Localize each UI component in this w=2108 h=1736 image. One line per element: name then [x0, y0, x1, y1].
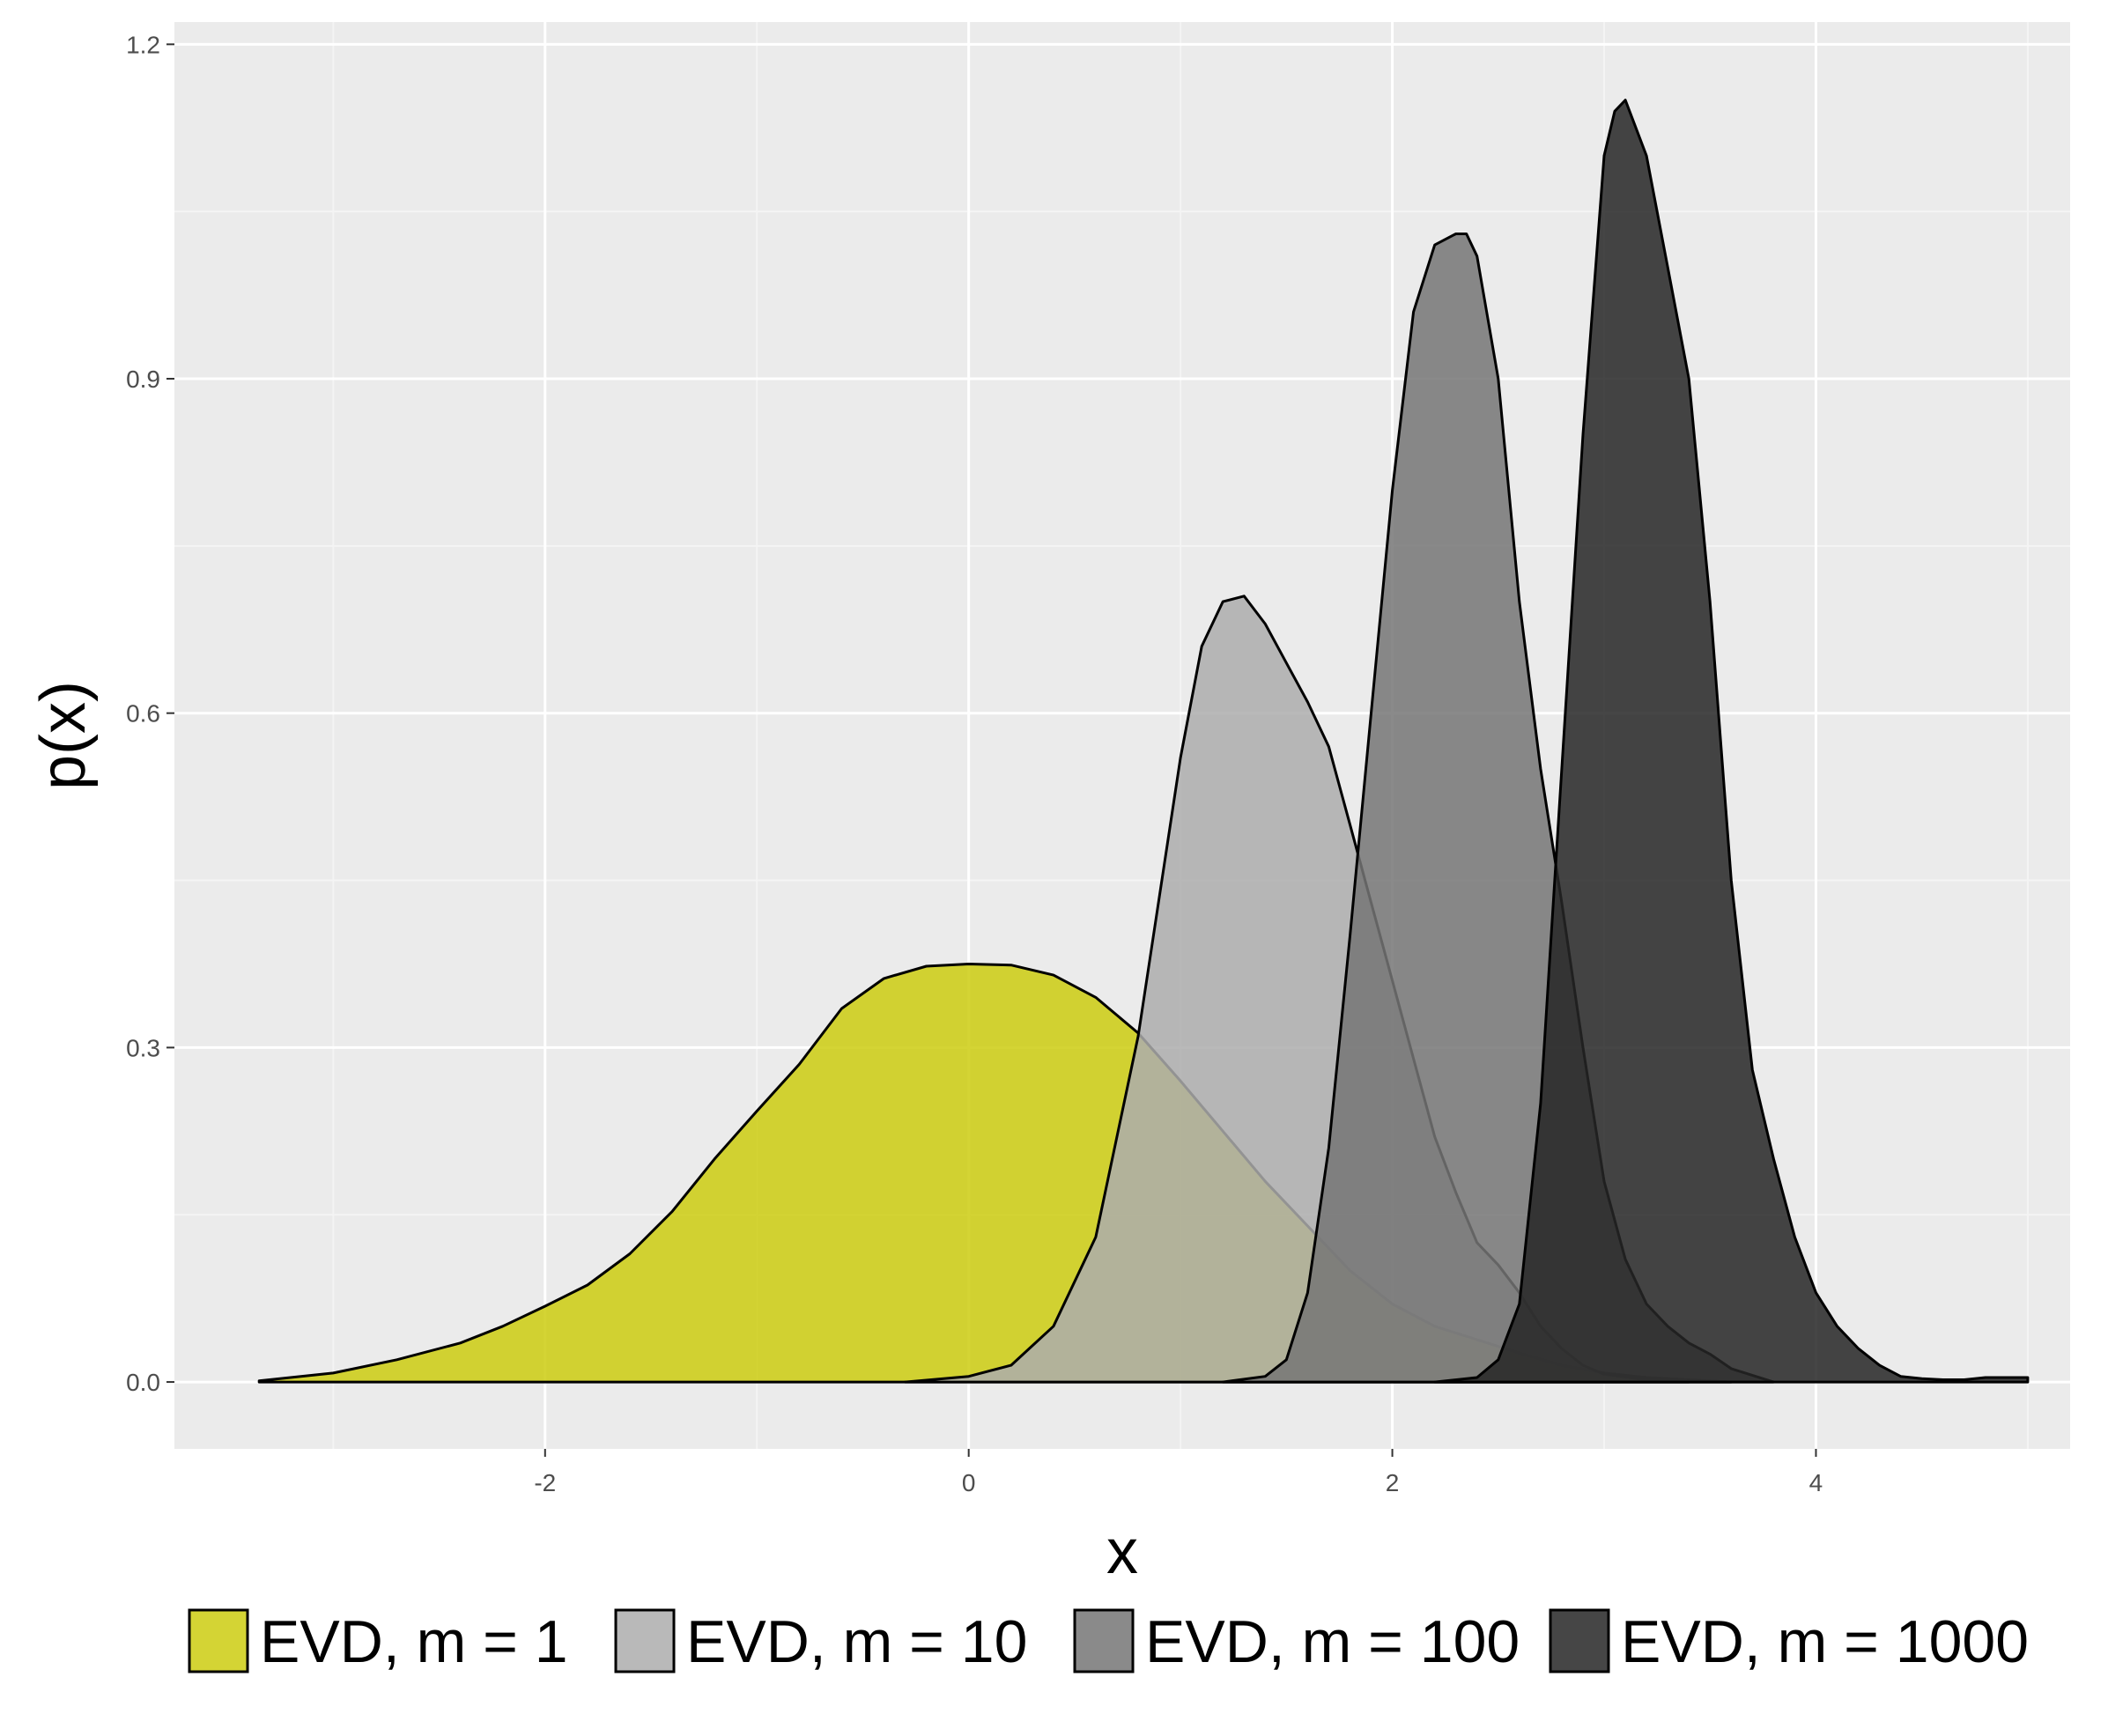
y-axis-title: p(x) — [28, 681, 99, 790]
density-area-series-4 — [1433, 99, 2030, 1384]
legend-label-series-2: EVD, m = 10 — [686, 1608, 1027, 1675]
legend-key-series-3 — [1073, 1608, 1135, 1673]
x-tick-label: 0 — [962, 1469, 976, 1496]
y-tick-label: 0.0 — [126, 1369, 160, 1396]
y-tick-label: 1.2 — [126, 31, 160, 58]
legend-label-series-1: EVD, m = 1 — [260, 1608, 568, 1675]
legend-key-series-4 — [1549, 1608, 1610, 1673]
x-axis: -2 0 2 4 — [534, 1449, 1823, 1496]
x-tick-label: -2 — [534, 1469, 556, 1496]
x-tick-label: 2 — [1386, 1469, 1400, 1496]
x-tick-label: 4 — [1809, 1469, 1823, 1496]
legend-key-series-2 — [614, 1608, 676, 1673]
y-tick-label: 0.3 — [126, 1034, 160, 1061]
legend-label-series-3: EVD, m = 100 — [1145, 1608, 1520, 1675]
density-areas — [257, 99, 2030, 1384]
y-tick-label: 0.6 — [126, 700, 160, 728]
legend-key-series-1 — [188, 1608, 249, 1673]
y-axis: 0.0 0.3 0.6 0.9 1.2 — [126, 31, 174, 1396]
legend: EVD, m = 1 EVD, m = 10 EVD, m = 100 EVD, m … — [188, 1608, 2029, 1675]
legend-label-series-4: EVD, m = 1000 — [1621, 1608, 2029, 1675]
x-axis-title: x — [1106, 1517, 1138, 1587]
y-tick-label: 0.9 — [126, 366, 160, 393]
